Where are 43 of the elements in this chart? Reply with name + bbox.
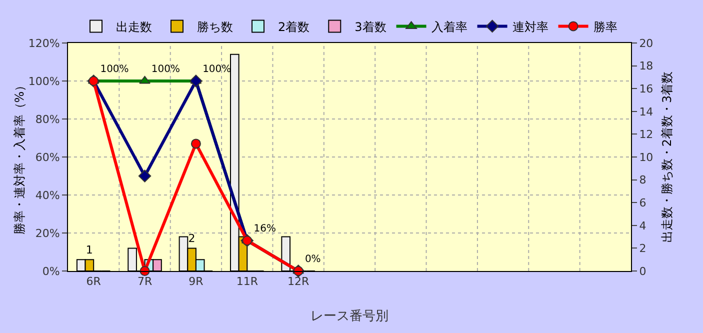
y-tick-label: 100% <box>28 74 60 88</box>
y2-tick-label: 10 <box>639 150 654 164</box>
legend-label: 連対率 <box>512 20 548 34</box>
data-label: 0% <box>304 254 321 265</box>
x-tick-label: 11R <box>236 275 258 288</box>
y-tick-label: 0% <box>42 264 60 278</box>
point <box>190 138 201 149</box>
y2-tick-label: 4 <box>639 219 646 232</box>
y2-tick-label: 0 <box>639 264 646 278</box>
legend-label: 入着率 <box>431 20 468 34</box>
point <box>190 74 202 88</box>
data-label: 1 <box>86 244 93 257</box>
y-axis-title: 勝率・連対率・入着率（%） <box>12 79 26 235</box>
y2-tick-label: 8 <box>639 174 646 187</box>
legend-label: 3着数 <box>354 20 386 34</box>
legend-label: 2着数 <box>278 20 310 34</box>
y2-tick-label: 2 <box>639 242 646 256</box>
data-label: 2 <box>188 232 196 246</box>
y-tick-label: 80% <box>35 112 60 126</box>
y-tick-label: 60% <box>35 150 60 164</box>
x-tick-label: 7R <box>137 275 152 288</box>
y2-axis-title: 出走数・勝ち数・2着数・3着数 <box>660 71 674 243</box>
legend-label: 勝ち数 <box>197 20 233 34</box>
y2-tick-label: 14 <box>639 105 654 118</box>
data-label: 16% <box>254 223 276 234</box>
x-tick-label: 6R <box>86 275 102 288</box>
y2-tick-label: 20 <box>639 36 654 50</box>
x-tick-label: 12R <box>288 275 310 288</box>
y-tick-label: 40% <box>35 188 60 202</box>
y2-tick-label: 6 <box>639 196 646 210</box>
data-label: 100% <box>151 64 180 75</box>
y2-tick-label: 16 <box>639 82 654 96</box>
data-label: 100% <box>100 64 129 75</box>
point <box>138 170 152 182</box>
x-tick-label: 9R <box>188 275 204 288</box>
y2-tick-label: 18 <box>639 60 654 73</box>
y2-tick-label: 12 <box>639 128 654 142</box>
legend-label: 勝率 <box>593 20 618 34</box>
x-axis-title: レース番号別 <box>310 309 388 324</box>
y-tick-label: 20% <box>35 226 60 240</box>
legend-label: 出走数 <box>116 20 152 34</box>
y-tick-label: 120% <box>28 36 60 50</box>
data-label: 100% <box>202 64 232 75</box>
